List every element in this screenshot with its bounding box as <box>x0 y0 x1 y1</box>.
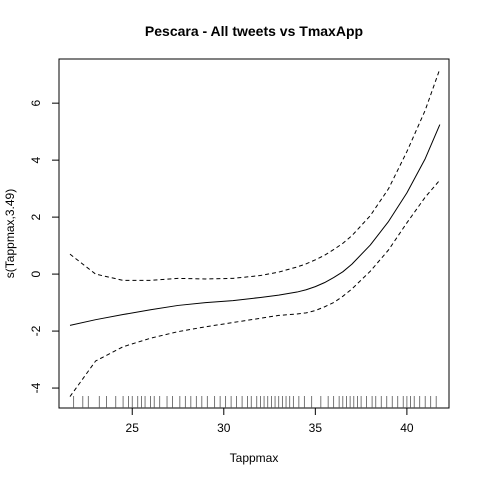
x-tick-label: 30 <box>217 421 231 435</box>
x-tick-label: 25 <box>126 421 140 435</box>
plot-frame <box>58 58 450 409</box>
y-axis: -4 -2 0 2 4 6 <box>29 100 59 393</box>
chart-title: Pescara - All tweets vs TmaxApp <box>145 23 363 39</box>
y-tick-label: 0 <box>29 270 43 277</box>
upper-band-line <box>69 68 441 281</box>
lower-band-line <box>69 179 441 397</box>
x-axis: 25 30 35 40 <box>126 408 414 435</box>
rug-marks <box>73 396 437 408</box>
x-tick-label: 35 <box>309 421 323 435</box>
x-tick-label: 40 <box>400 421 414 435</box>
y-tick-label: -2 <box>29 325 43 336</box>
fit-line <box>69 124 441 326</box>
y-axis-label: s(Tappmax,3.49) <box>3 189 17 278</box>
y-tick-label: 4 <box>29 156 43 163</box>
y-tick-label: -4 <box>29 382 43 393</box>
x-axis-label: Tappmax <box>230 451 279 465</box>
y-tick-label: 2 <box>29 213 43 220</box>
series-layer <box>69 68 441 397</box>
y-tick-label: 6 <box>29 100 43 107</box>
